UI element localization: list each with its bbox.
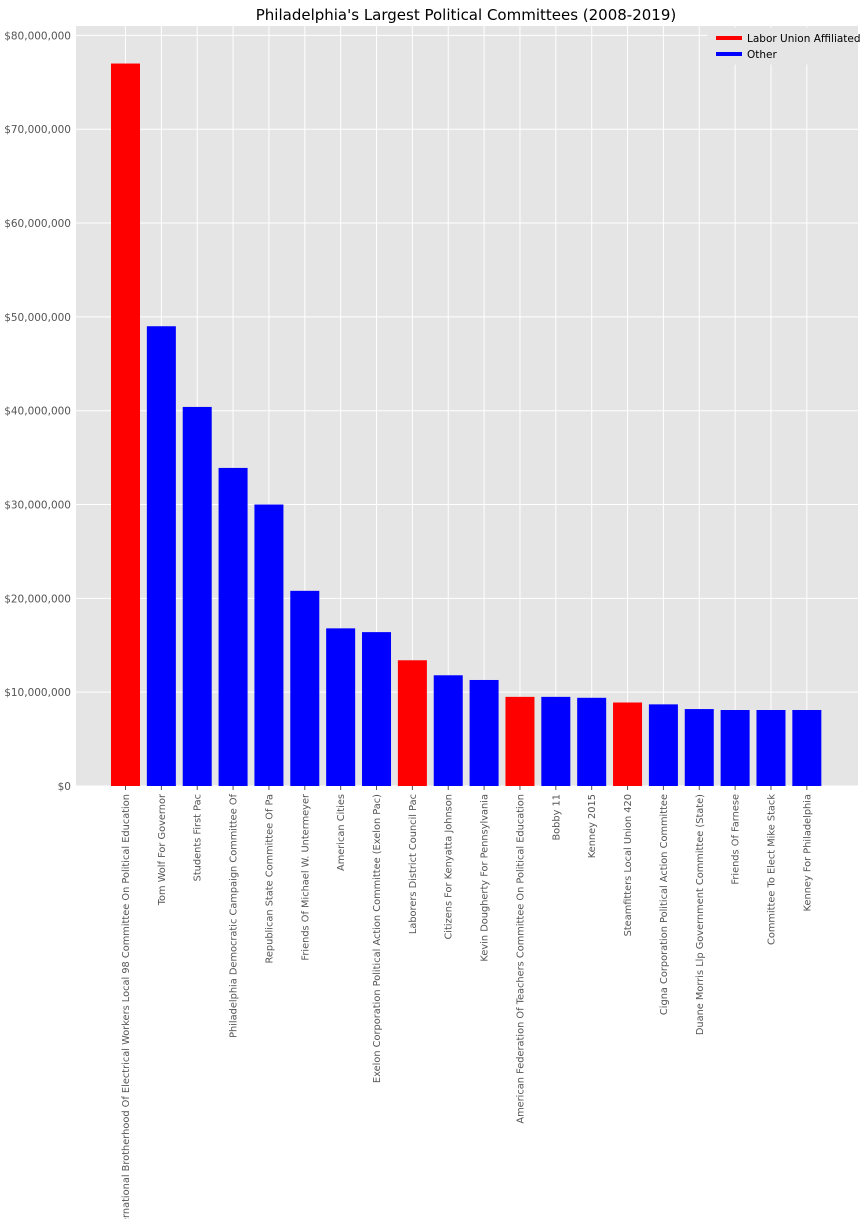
x-tick-label: Tom Wolf For Governor — [157, 793, 168, 906]
x-tick-label: Kevin Dougherty For Pennsylvania — [480, 794, 491, 962]
x-tick-label: Laborers District Council Pac — [408, 794, 419, 934]
bar — [254, 504, 284, 786]
y-tick-label: $20,000,000 — [4, 593, 71, 605]
y-tick-label: $60,000,000 — [4, 218, 71, 230]
legend-box — [707, 27, 855, 65]
bar — [756, 710, 786, 786]
bars — [111, 63, 822, 786]
bar — [648, 704, 678, 786]
chart-title: Philadelphia's Largest Political Committ… — [256, 6, 677, 24]
bar — [397, 660, 427, 786]
x-axis-ticks: International Brotherhood Of Electrical … — [121, 786, 813, 1219]
bar — [290, 590, 320, 786]
x-tick-label: Cigna Corporation Political Action Commi… — [659, 794, 670, 1015]
x-tick-label: Exelon Corporation Political Action Comm… — [372, 794, 383, 1083]
x-tick-label: Bobby 11 — [551, 794, 562, 841]
x-tick-label: Committee To Elect Mike Stack — [766, 794, 777, 945]
x-tick-label: Republican State Committee Of Pa — [264, 794, 275, 963]
bar — [362, 632, 392, 786]
bar — [146, 326, 176, 786]
y-axis-ticks: $0 $10,000,000 $20,000,000 $30,000,000 $40,0… — [4, 30, 71, 793]
x-tick-label: American Cities — [336, 794, 347, 871]
x-tick-label: Duane Morris Llp Government Committee (S… — [695, 794, 706, 1035]
bar — [577, 697, 607, 786]
x-tick-label: American Federation Of Teachers Committe… — [515, 794, 526, 1124]
bar — [326, 628, 356, 786]
y-tick-label: $0 — [58, 781, 71, 793]
bar — [505, 696, 535, 786]
y-tick-label: $30,000,000 — [4, 500, 71, 512]
y-tick-label: $50,000,000 — [4, 312, 71, 324]
x-tick-label: Students First Pac — [193, 794, 204, 881]
legend-label-labor: Labor Union Affiliated — [747, 33, 861, 45]
x-tick-label: Philadelphia Democratic Campaign Committ… — [229, 793, 240, 1037]
bar — [433, 675, 463, 786]
x-tick-label: Steamfitters Local Union 420 — [623, 794, 634, 936]
y-tick-label: $40,000,000 — [4, 406, 71, 418]
y-tick-label: $10,000,000 — [4, 687, 71, 699]
bar — [613, 702, 643, 786]
x-tick-label: Friends Of Michael W. Untermeyer — [300, 793, 311, 961]
bar — [541, 696, 571, 786]
legend: Labor Union Affiliated Other — [707, 27, 861, 65]
bar — [218, 467, 248, 786]
bar — [111, 63, 140, 786]
x-tick-label: Kenney For Philadelphia — [802, 794, 813, 911]
bar — [792, 710, 822, 786]
legend-label-other: Other — [747, 49, 777, 61]
y-tick-label: $80,000,000 — [4, 30, 71, 42]
x-tick-label: Kenney 2015 — [587, 794, 598, 858]
bar — [469, 679, 499, 786]
x-tick-label: Citizens For Kenyatta Johnson — [444, 794, 455, 940]
bar — [182, 406, 212, 786]
x-tick-label: International Brotherhood Of Electrical … — [121, 794, 132, 1219]
bar — [720, 710, 750, 786]
y-tick-label: $70,000,000 — [4, 124, 71, 136]
bar — [684, 709, 714, 786]
x-tick-label: Friends Of Farnese — [731, 794, 742, 885]
